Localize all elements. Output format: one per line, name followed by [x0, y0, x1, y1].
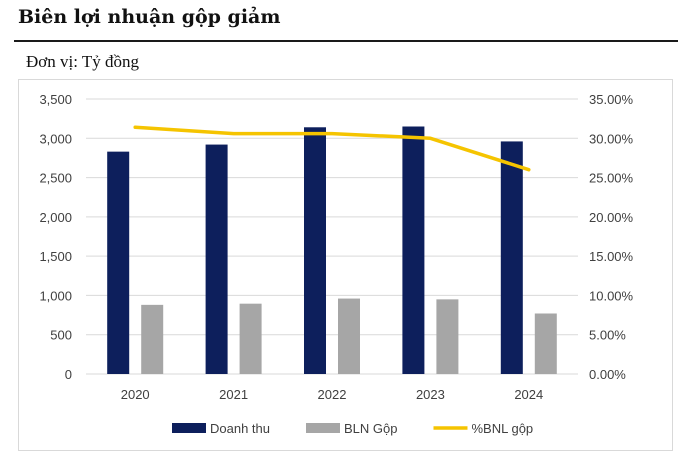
y-right-tick-label: 10.00% [589, 288, 634, 303]
y-right-tick-label: 35.00% [589, 92, 634, 107]
y-left-tick-label: 1,500 [39, 249, 72, 264]
bar-bln-gop [338, 298, 360, 374]
y-left-tick-label: 0 [65, 367, 72, 382]
y-right-tick-label: 20.00% [589, 210, 634, 225]
bar-doanh-thu [205, 144, 228, 374]
bar-doanh-thu [402, 126, 425, 374]
x-tick-label: 2024 [514, 387, 543, 402]
x-tick-label: 2022 [318, 387, 347, 402]
y-right-tick-label: 25.00% [589, 171, 634, 186]
y-right-tick-label: 0.00% [589, 367, 626, 382]
y-right-tick-label: 15.00% [589, 249, 634, 264]
y-left-tick-label: 3,000 [39, 131, 72, 146]
bar-bln-gop [436, 299, 459, 374]
y-left-tick-label: 1,000 [39, 288, 72, 303]
x-tick-label: 2020 [121, 387, 150, 402]
line-bnl-gop [133, 125, 531, 172]
legend-label-bnl-gop-pct: %BNL gộp [471, 421, 533, 436]
x-tick-label: 2023 [416, 387, 445, 402]
y-left-tick-label: 2,000 [39, 210, 72, 225]
bar-doanh-thu [107, 151, 130, 374]
unit-label: Đơn vị: Tỷ đồng [26, 52, 140, 71]
bar-bln-gop [141, 304, 164, 374]
bar-doanh-thu [500, 141, 523, 374]
legend-swatch-doanh-thu [172, 423, 206, 433]
bar-bln-gop [534, 313, 557, 374]
y-left-tick-label: 500 [50, 328, 72, 343]
title-divider [14, 40, 678, 42]
y-right-tick-label: 5.00% [589, 328, 626, 343]
chart-title: Biên lợi nhuận gộp giảm [18, 6, 281, 28]
y-left-tick-label: 3,500 [39, 92, 72, 107]
bar-bln-gop [239, 303, 262, 374]
y-left-tick-label: 2,500 [39, 171, 72, 186]
x-tick-label: 2021 [219, 387, 248, 402]
y-right-tick-label: 30.00% [589, 131, 634, 146]
legend-label-doanh-thu: Doanh thu [210, 421, 270, 436]
legend-label-bln-gop: BLN Gộp [344, 421, 397, 436]
legend-swatch-bln-gop [306, 423, 340, 433]
bar-doanh-thu [304, 127, 326, 375]
chart-frame [18, 79, 673, 451]
